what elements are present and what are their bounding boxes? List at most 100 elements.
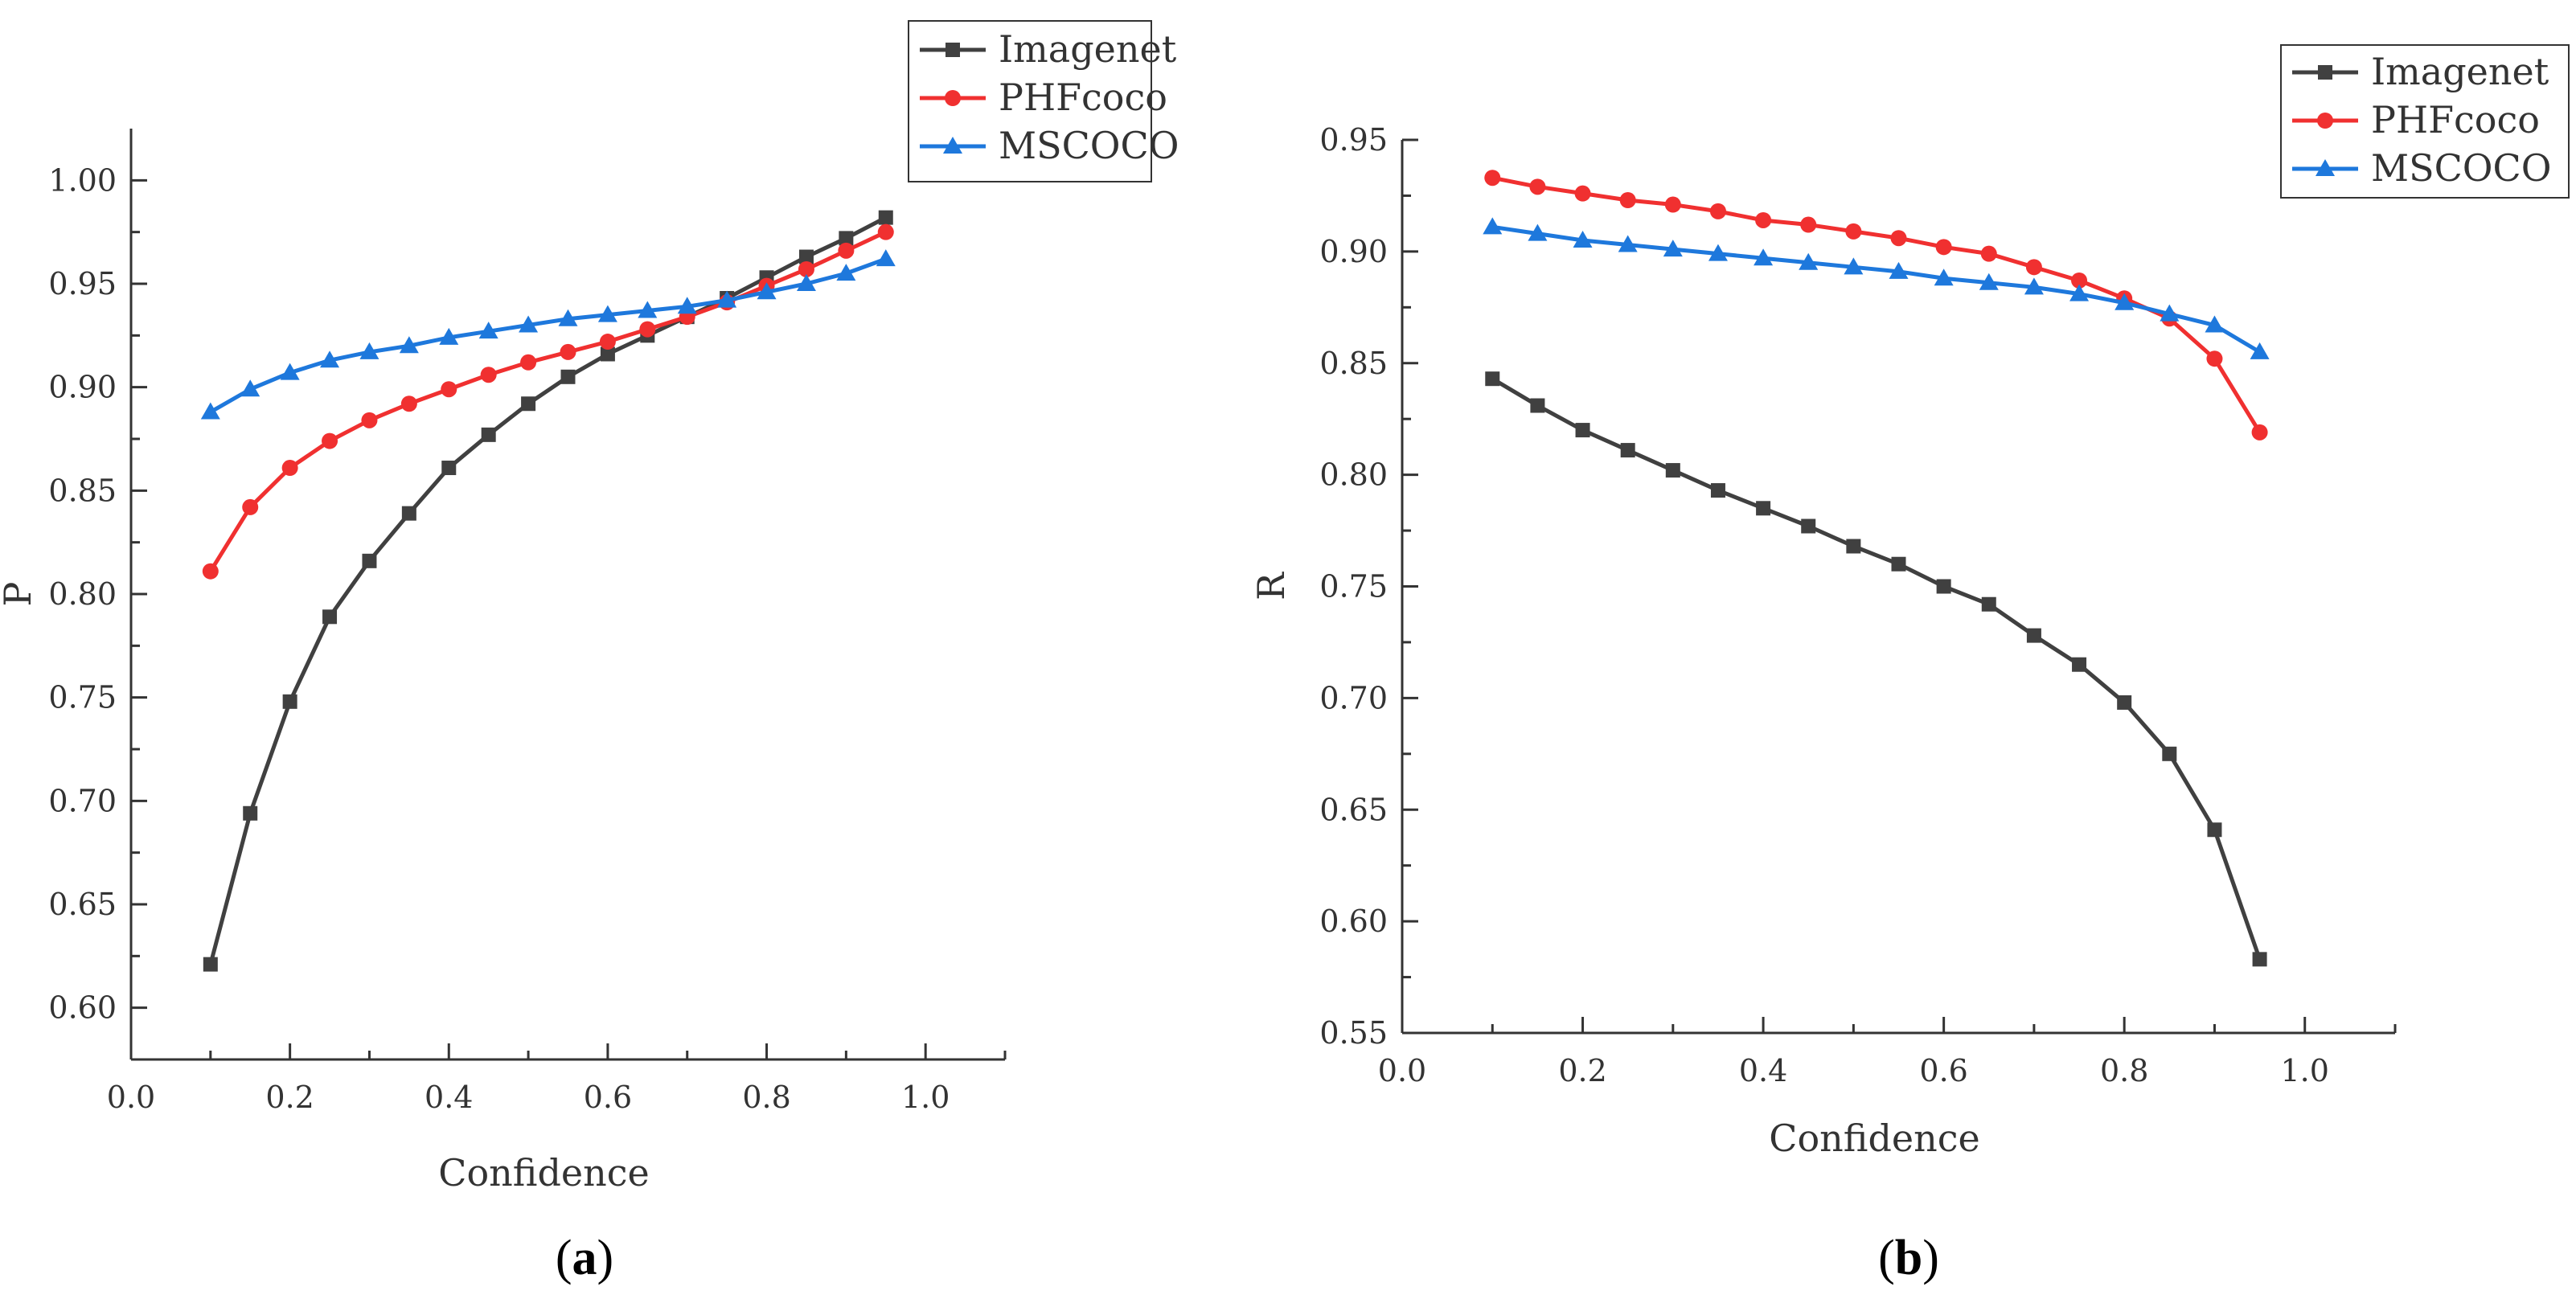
mscoco-point [478,322,498,339]
imagenet-point [1485,371,1500,387]
imagenet-point [1801,518,1816,534]
mscoco-point [757,282,777,300]
y-tick-label: 0.85 [1319,346,1388,381]
phfcoco-point [1529,178,1546,195]
phfcoco-point [2071,272,2088,289]
phfcoco-point [322,432,338,449]
series-mscoco [200,249,896,420]
mscoco-point [597,305,617,322]
mscoco-point [638,301,658,318]
y-tick-label: 0.95 [1319,122,1388,158]
imagenet-point [2162,746,2177,761]
imagenet-point [1846,539,1861,554]
series-imagenet [1485,371,2267,967]
phfcoco-point [639,321,656,338]
series-imagenet [203,210,893,972]
imagenet-point [1710,483,1725,498]
legend: Imagenet PHFcoco MSCOCO [908,20,1179,182]
phfcoco-point [599,334,616,350]
legend-imagenet-label: Imagenet [2371,50,2549,93]
imagenet-point [441,461,457,476]
y-tick-label: 0.80 [1319,457,1388,493]
mscoco-point [439,327,459,345]
imagenet-point [2117,695,2132,710]
panel-label: (a) [556,1231,613,1285]
phfcoco-point [1935,239,1952,256]
legend-phfcoco-label: PHFcoco [2371,98,2540,141]
mscoco-point [1979,273,1999,290]
imagenet-point [203,957,218,972]
legend-phfcoco-label: PHFcoco [999,76,1167,119]
phfcoco-point [2251,424,2268,441]
mscoco-point [2115,293,2135,310]
legend-phfcoco-marker [945,90,961,106]
mscoco-point [876,249,896,267]
legend-imagenet-marker [945,43,960,57]
x-tick-label: 0.0 [107,1080,155,1115]
mscoco-point [359,342,379,359]
phfcoco-point [520,354,537,371]
mscoco-point [1934,268,1954,286]
imagenet-point [2072,657,2087,672]
phfcoco-point [798,260,814,277]
legend-mscoco-label: MSCOCO [999,124,1179,167]
y-axis-title: P [0,582,39,607]
x-tick-label: 0.2 [265,1080,314,1115]
imagenet-point [1981,596,1996,612]
y-tick-label: 0.70 [48,783,117,818]
phfcoco-point [1484,170,1501,186]
series-mscoco [1483,217,2270,359]
mscoco-point [2205,315,2225,333]
imagenet-point [798,249,814,264]
x-tick-label: 0.6 [1919,1053,1967,1088]
mscoco-point [2160,304,2180,322]
y-tick-label: 0.60 [1319,904,1388,939]
phfcoco-point [202,563,219,580]
imagenet-point [282,694,297,709]
mscoco-point [558,309,578,326]
phfcoco-point [1664,196,1681,213]
legend-imagenet-label: Imagenet [999,27,1177,71]
mscoco-point [1573,230,1593,248]
phfcoco-point [441,381,457,398]
x-axis-title: Confidence [1769,1117,1979,1160]
mscoco-point [280,363,300,380]
x-tick-label: 0.6 [584,1080,632,1115]
mscoco-point [1844,257,1864,275]
mscoco-point [1889,261,1909,279]
series-phfcoco [202,223,894,580]
phfcoco-point [2206,350,2223,367]
imagenet-point [362,553,377,568]
mscoco-point [1663,240,1683,257]
imagenet-point [481,427,496,442]
imagenet-point [1891,556,1906,572]
panel-a: 0.60 0.65 0.70 0.75 0.80 0.85 0.90 0.95 1.00 0.0 0… [0,20,1179,1285]
mscoco-point [1754,248,1774,266]
imagenet-point [1575,423,1590,438]
x-tick-label: 1.0 [901,1080,950,1115]
phfcoco-point [838,242,855,259]
panel-label-close-paren: ) [1922,1231,1939,1285]
panel-b: 0.55 0.60 0.65 0.70 0.75 0.80 0.85 0.90 0.95 0.0 0… [1249,44,2570,1285]
mscoco-point [2069,284,2090,301]
phfcoco-line [208,230,887,573]
mscoco-line [1491,224,2261,354]
x-tick-label: 0.0 [1378,1053,1426,1088]
x-tick-label: 0.8 [2100,1053,2148,1088]
mscoco-point [399,336,419,354]
imagenet-point [1756,501,1771,516]
x-tick-label: 1.0 [2281,1053,2329,1088]
y-tick-label: 1.00 [48,162,117,198]
y-tick-label: 0.95 [48,266,117,301]
phfcoco-point [1890,230,1907,247]
y-tick-label: 0.70 [1319,680,1388,715]
imagenet-point [839,231,854,246]
mscoco-point [1483,217,1503,235]
y-axis-title: R [1249,572,1293,600]
phfcoco-point [242,498,259,515]
mscoco-point [1799,252,1819,270]
imagenet-point [243,805,258,821]
phfcoco-point [480,367,497,383]
imagenet-line [1491,377,2262,961]
